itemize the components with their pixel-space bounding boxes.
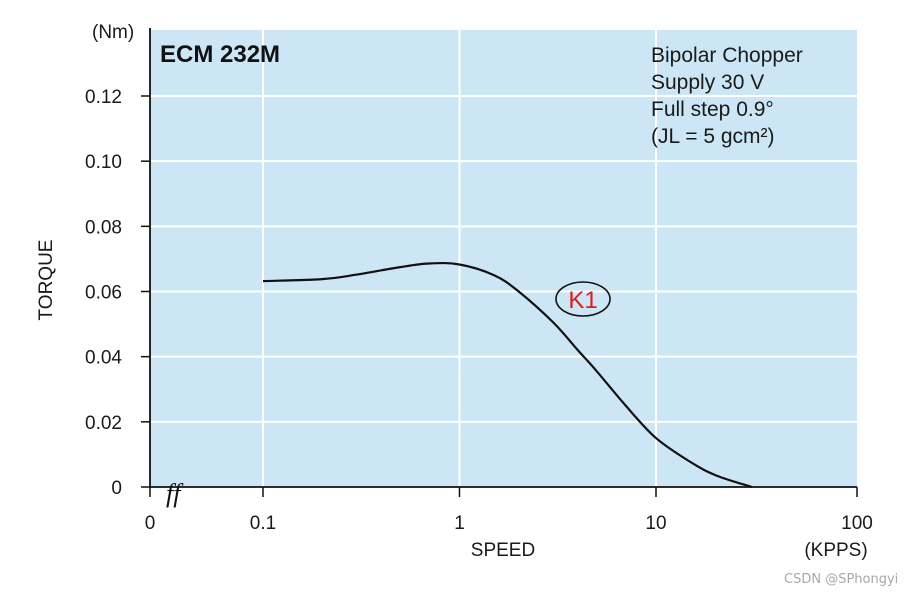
y-tick-label: 0.04 [85,348,122,369]
series-label-k1: K1 [568,287,597,314]
plot-area [150,30,857,487]
y-tick-label: 0.12 [85,87,122,108]
x-tick-label: 0.1 [250,513,276,534]
grid-lines [150,30,857,487]
chart-title: ECM 232M [160,41,280,68]
y-tick-label: 0.10 [85,152,122,173]
condition-line: Bipolar Chopper [651,44,803,67]
watermark: CSDN @SPhongyi [784,572,898,587]
axes [141,28,858,497]
y-tick-label: 0.08 [85,217,122,238]
x-tick-label: 1 [454,513,465,534]
x-tick-label: 0 [145,513,156,534]
condition-line: Full step 0.9° [651,98,774,121]
y-axis-title: TORQUE [36,240,57,321]
y-axis-unit: (Nm) [92,22,134,43]
series-label-outline [555,281,611,317]
y-tick-label: 0.06 [85,283,122,304]
tick-labels: 0 0.02 0.04 0.06 0.08 0.10 0.12 0 0.1 1 10 100 [85,87,873,534]
x-axis-unit: (KPPS) [804,540,867,561]
conditions-note: Bipolar Chopper Supply 30 V Full step 0.… [651,44,803,148]
x-tick-label: 10 [645,513,666,534]
condition-line: (JL = 5 gcm²) [651,125,775,148]
series-line-k1 [262,261,753,489]
y-tick-label: 0 [111,478,122,499]
x-tick-label: 100 [841,513,873,534]
y-tick-label: 0.02 [85,413,122,434]
axis-break-symbol: ff [166,479,184,508]
x-axis-title: SPEED [471,540,535,561]
condition-line: Supply 30 V [651,71,764,94]
